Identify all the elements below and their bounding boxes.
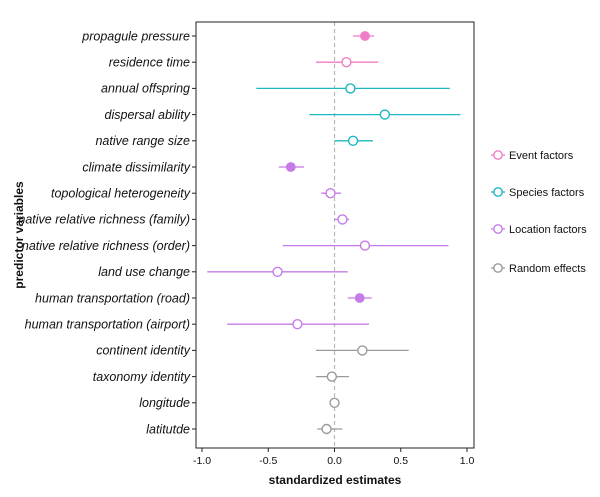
estimate-row <box>353 31 375 41</box>
x-tick-label: -1.0 <box>193 455 211 467</box>
legend-label: Random effects <box>509 263 586 275</box>
point-estimate <box>272 266 283 277</box>
y-tick-label: dispersal ability <box>105 108 191 122</box>
estimate-row <box>334 214 350 225</box>
x-tick-label: 0.0 <box>327 455 342 467</box>
y-tick-label: human transportation (airport) <box>25 318 190 332</box>
estimate-row <box>315 57 379 68</box>
y-tick-label: human transportation (road) <box>35 291 190 305</box>
x-tick-label: -0.5 <box>259 455 277 467</box>
legend-item: Species factors <box>491 187 585 199</box>
legend-key-marker <box>493 263 503 273</box>
legend-key-marker <box>493 224 503 234</box>
legend-item: Event factors <box>491 150 574 162</box>
y-tick-label: annual offspring <box>101 82 190 96</box>
estimate-row <box>347 293 372 303</box>
point-estimate <box>341 57 352 68</box>
estimate-row <box>315 345 409 356</box>
y-tick-label: continent identity <box>96 344 191 358</box>
y-tick-label: propagule pressure <box>81 29 190 43</box>
y-tick-label: native relative richness (family) <box>18 213 190 227</box>
y-tick-label: topological heterogeneity <box>51 187 191 201</box>
y-axis-title: predictor variables <box>12 181 26 289</box>
point-estimate <box>379 109 391 120</box>
point-estimate <box>321 423 332 435</box>
x-axis-title: standardized estimates <box>269 473 402 487</box>
legend: Event factors Species factors Location fac… <box>491 150 587 275</box>
estimate-row <box>321 187 342 199</box>
y-tick-label: climate dissimilarity <box>82 160 190 174</box>
legend-label: Species factors <box>509 187 585 199</box>
estimate-row <box>282 240 449 251</box>
estimate-row <box>334 135 373 147</box>
point-estimate <box>325 187 336 199</box>
legend-key-marker <box>493 187 503 197</box>
y-tick-label: longitude <box>139 396 190 410</box>
estimate-row <box>309 109 461 120</box>
point-estimate <box>359 240 371 251</box>
y-tick-label: taxonomy identity <box>93 370 191 384</box>
legend-item: Random effects <box>491 263 586 275</box>
estimate-row <box>315 371 350 382</box>
y-tick-label: land use change <box>98 265 190 279</box>
legend-key-marker <box>493 150 503 160</box>
estimate-row <box>256 83 450 94</box>
point-estimate <box>329 397 340 408</box>
legend-label: Event factors <box>509 150 574 162</box>
y-axis: propagule pressure residence time annual o… <box>18 29 196 436</box>
estimate-row <box>227 319 369 330</box>
legend-label: Location factors <box>509 224 587 236</box>
point-estimate <box>326 371 338 382</box>
x-axis: -1.0 -0.5 0.0 0.5 1.0 <box>193 448 474 467</box>
point-estimate <box>360 31 370 41</box>
x-tick-label: 1.0 <box>460 455 475 467</box>
y-tick-label: native relative richness (order) <box>22 239 190 253</box>
estimate-rows <box>207 31 461 435</box>
point-estimate <box>285 162 296 172</box>
point-estimate <box>357 345 368 356</box>
estimate-row <box>207 266 348 277</box>
y-tick-label: latitutde <box>146 422 190 436</box>
point-estimate <box>345 83 356 94</box>
y-tick-label: native range size <box>95 134 190 148</box>
estimate-row <box>317 423 343 435</box>
point-estimate <box>292 319 303 330</box>
estimate-row <box>329 397 340 408</box>
point-estimate <box>337 214 348 225</box>
x-tick-label: 0.5 <box>393 455 408 467</box>
point-estimate <box>354 293 365 303</box>
estimate-row <box>278 162 305 172</box>
point-estimate <box>347 135 359 147</box>
legend-item: Location factors <box>491 224 587 236</box>
y-tick-label: residence time <box>109 56 190 70</box>
